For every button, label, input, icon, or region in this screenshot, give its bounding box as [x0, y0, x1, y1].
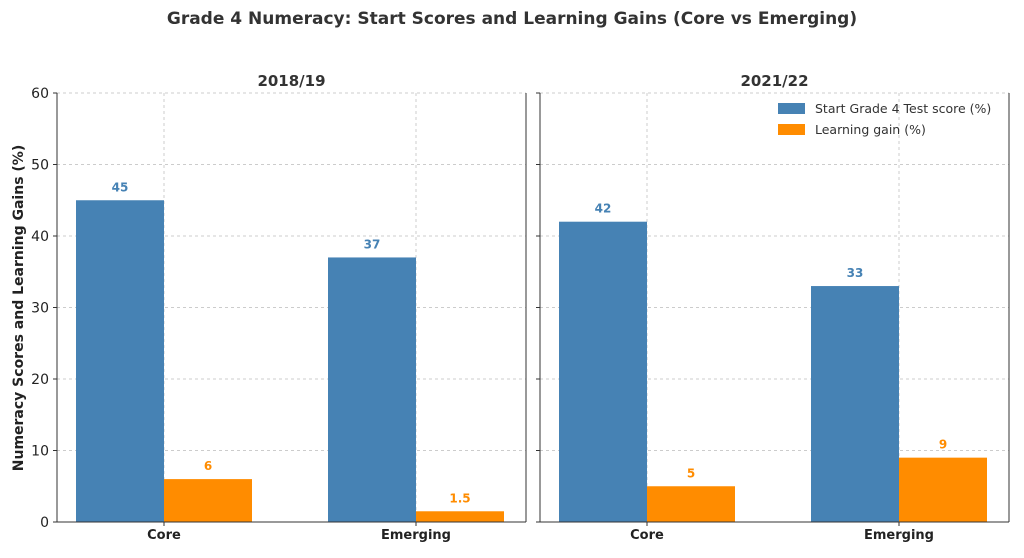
y-tick-label: 50: [31, 158, 49, 174]
legend-label: Start Grade 4 Test score (%): [815, 101, 991, 116]
bar: [164, 479, 252, 522]
y-tick-label: 0: [40, 515, 49, 531]
panel-1: 45 37 6 1.5 0 10 20 30 40 50 60 Core Emerging 2018/19: [31, 72, 527, 543]
data-label: 9: [939, 438, 947, 452]
data-label: 45: [112, 180, 129, 194]
chart-panels: 45 37 6 1.5 0 10 20 30 40 50 60 Core Emerging 2018/19…: [31, 72, 1010, 543]
y-tick-label: 10: [31, 444, 49, 460]
bar: [76, 200, 164, 522]
legend-swatch: [778, 103, 805, 114]
legend-label: Learning gain (%): [815, 122, 926, 137]
bar: [899, 457, 987, 522]
y-axis-label: Numeracy Scores and Learning Gains (%): [11, 145, 27, 471]
bar: [811, 286, 899, 522]
data-label: 42: [595, 202, 612, 216]
data-label: 5: [687, 466, 695, 480]
legend-swatch: [778, 124, 805, 135]
y-tick-label: 20: [31, 372, 49, 388]
bar: [559, 221, 647, 522]
x-tick-label: Core: [630, 528, 664, 543]
panel-subtitle: 2021/22: [740, 72, 808, 90]
y-tick-label: 30: [31, 301, 49, 317]
bar: [416, 511, 504, 522]
data-label: 6: [204, 459, 212, 473]
x-tick-label: Emerging: [381, 528, 451, 543]
data-label: 33: [847, 266, 864, 280]
panel-2: 42 33 5 9 Core Emerging 2021/22: [536, 72, 1010, 543]
chart-title: Grade 4 Numeracy: Start Scores and Learn…: [167, 9, 857, 29]
data-label: 37: [364, 237, 381, 251]
bar: [328, 257, 416, 522]
y-tick-label: 40: [31, 229, 49, 245]
panel-subtitle: 2018/19: [257, 72, 325, 90]
y-tick-label: 60: [31, 86, 49, 102]
bar: [647, 486, 735, 522]
legend: Start Grade 4 Test score (%) Learning gai…: [778, 101, 991, 137]
x-tick-label: Core: [147, 528, 181, 543]
x-tick-label: Emerging: [864, 528, 934, 543]
data-label: 1.5: [449, 491, 470, 505]
